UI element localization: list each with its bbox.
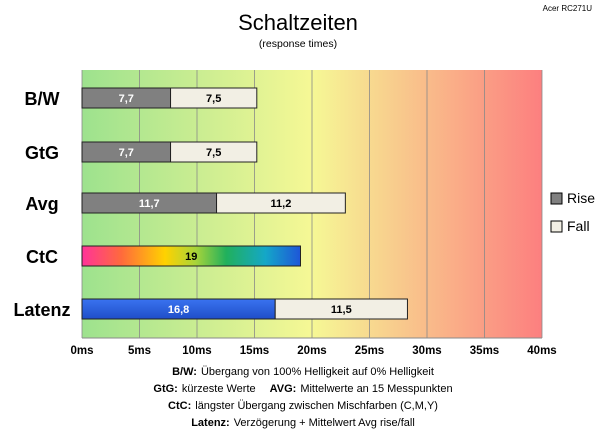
x-tick-label: 10ms — [182, 345, 211, 357]
category-label: CtC — [26, 247, 58, 267]
category-label: GtG — [25, 143, 59, 163]
x-tick-labels: 0ms 5ms 10ms 15ms 20ms 25ms 30ms 35ms 40ms — [70, 345, 556, 357]
x-tick-label: 35ms — [470, 345, 499, 357]
bar-fall — [216, 192, 346, 214]
bar-fall — [274, 298, 408, 320]
x-tick-label: 5ms — [128, 345, 151, 357]
category-label: B/W — [25, 89, 60, 109]
category-label: Latenz — [13, 300, 70, 320]
bar-fall — [170, 141, 258, 163]
chart-subtitle: (response times) — [259, 38, 337, 50]
bars — [81, 87, 408, 320]
notes: B/W: Übergang von 100% Helligkeit auf 0% … — [153, 366, 452, 429]
bar-labels: 7,7 7,5 7,7 7,5 11,7 11,2 19 16,8 11,5 — [119, 93, 352, 316]
bar-label: 7,5 — [206, 93, 221, 105]
note-bw: B/W: Übergang von 100% Helligkeit auf 0% … — [172, 366, 434, 378]
legend-swatch-rise — [550, 192, 563, 205]
legend-swatch-fall — [550, 220, 563, 233]
x-tick-label: 30ms — [412, 345, 441, 357]
category-label: Avg — [25, 194, 58, 214]
bar-label: 7,5 — [206, 147, 221, 159]
bar-label: 11,7 — [139, 198, 160, 210]
bar-label: 19 — [185, 251, 197, 263]
category-labels: B/W GtG Avg CtC Latenz — [13, 89, 70, 320]
note-latenz: Latenz: Verzögerung + Mittelwert Avg rise… — [191, 417, 415, 429]
x-tick-label: 25ms — [355, 345, 384, 357]
legend: Rise Fall — [550, 190, 595, 234]
x-tick-label: 0ms — [70, 345, 93, 357]
bar-label: 7,7 — [119, 147, 134, 159]
bar-label: 7,7 — [119, 93, 134, 105]
x-tick-label: 15ms — [240, 345, 269, 357]
bar-label: 11,5 — [331, 304, 352, 316]
legend-label-rise: Rise — [567, 190, 595, 206]
x-tick-label: 20ms — [297, 345, 326, 357]
chart-title: Schaltzeiten — [238, 10, 358, 35]
note-ctc: CtC: längster Übergang zwischen Mischfarb… — [168, 400, 438, 412]
legend-label-fall: Fall — [567, 218, 590, 234]
note-gtg-avg: GtG: kürzeste Werte AVG: Mittelwerte an 15 … — [153, 383, 452, 395]
bar-label: 11,2 — [271, 198, 292, 210]
bar-label: 16,8 — [168, 304, 189, 316]
x-tick-label: 40ms — [527, 345, 556, 357]
bar-ctc — [81, 245, 301, 267]
bar-fall — [170, 87, 258, 109]
corner-label: Acer RC271U — [543, 4, 593, 13]
